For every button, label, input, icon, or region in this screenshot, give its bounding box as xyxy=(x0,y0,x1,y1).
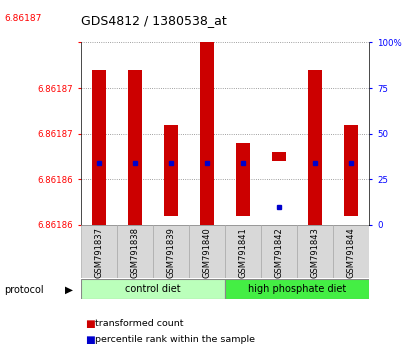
Bar xyxy=(236,143,250,216)
Bar xyxy=(225,279,369,299)
Bar xyxy=(297,225,333,278)
Text: GSM791838: GSM791838 xyxy=(130,227,139,279)
Text: protocol: protocol xyxy=(4,285,44,295)
Bar xyxy=(200,0,214,225)
Bar xyxy=(81,279,225,299)
Text: GSM791840: GSM791840 xyxy=(203,227,212,278)
Bar xyxy=(272,152,286,161)
Text: ■: ■ xyxy=(85,335,95,345)
Bar xyxy=(333,225,369,278)
Bar xyxy=(117,225,153,278)
Bar xyxy=(153,225,189,278)
Text: GSM791844: GSM791844 xyxy=(347,227,356,278)
Text: control diet: control diet xyxy=(125,284,181,294)
Text: ■: ■ xyxy=(85,319,95,329)
Bar xyxy=(189,225,225,278)
Text: GSM791843: GSM791843 xyxy=(311,227,320,278)
Text: GSM791839: GSM791839 xyxy=(166,227,176,278)
Bar xyxy=(81,225,117,278)
Bar xyxy=(261,225,297,278)
Bar xyxy=(92,70,106,225)
Bar xyxy=(308,70,322,243)
Text: GSM791837: GSM791837 xyxy=(95,227,103,279)
Text: transformed count: transformed count xyxy=(95,319,183,329)
Bar xyxy=(164,125,178,216)
Text: ▶: ▶ xyxy=(65,285,73,295)
Text: 6.86187: 6.86187 xyxy=(4,14,42,23)
Bar xyxy=(225,225,261,278)
Text: GDS4812 / 1380538_at: GDS4812 / 1380538_at xyxy=(81,14,227,27)
Bar xyxy=(344,125,358,216)
Text: GSM791841: GSM791841 xyxy=(239,227,248,278)
Text: GSM791842: GSM791842 xyxy=(275,227,284,278)
Text: high phosphate diet: high phosphate diet xyxy=(248,284,347,294)
Text: percentile rank within the sample: percentile rank within the sample xyxy=(95,335,255,344)
Bar xyxy=(128,70,142,252)
